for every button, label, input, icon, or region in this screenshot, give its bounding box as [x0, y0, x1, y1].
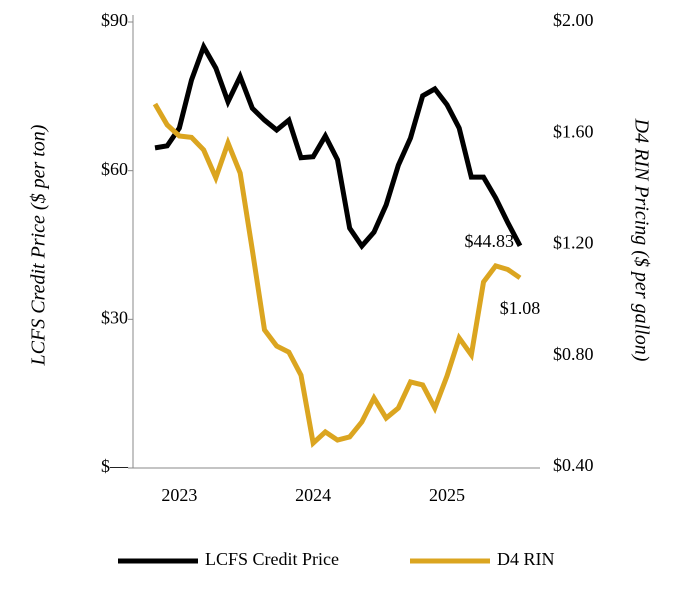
y-tick-label: $90 [101, 10, 128, 30]
series-line [154, 40, 523, 251]
y2-tick-label: $0.40 [553, 455, 594, 475]
y-tick-label: $30 [101, 307, 128, 327]
legend-label: D4 RIN [497, 549, 555, 569]
y2-tick-label: $0.80 [553, 344, 594, 364]
x-tick-label: 2024 [295, 485, 331, 505]
y2-tick-label: $2.00 [553, 10, 594, 30]
y2-tick-label: $1.20 [553, 233, 594, 253]
y2-axis-title: D4 RIN Pricing ($ per gallon) [630, 118, 652, 362]
data-label: $1.08 [500, 298, 541, 318]
y-tick-label: $60 [101, 159, 128, 179]
data-label: $44.83 [465, 231, 515, 251]
y-tick-label: $— [101, 456, 129, 476]
legend-label: LCFS Credit Price [205, 549, 339, 569]
y-axis-title: LCFS Credit Price ($ per ton) [28, 124, 50, 366]
series-line [152, 102, 522, 448]
x-tick-label: 2023 [161, 485, 197, 505]
x-tick-label: 2025 [429, 485, 465, 505]
y2-tick-label: $1.60 [553, 121, 594, 141]
